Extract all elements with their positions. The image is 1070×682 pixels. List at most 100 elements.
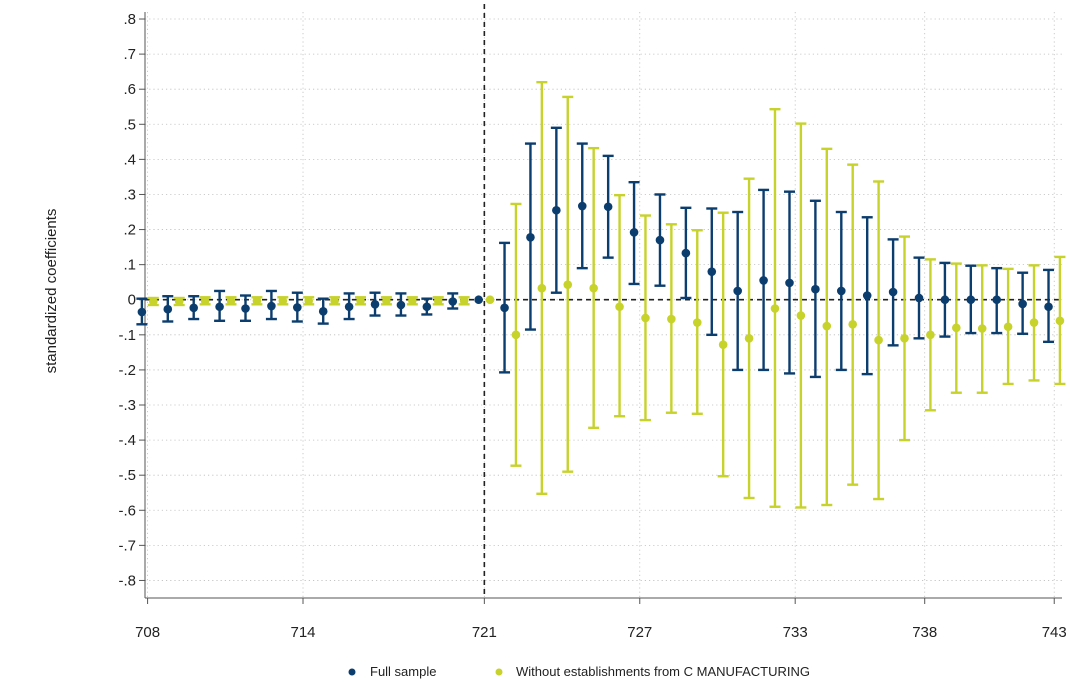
y-tick-label: -.4 (118, 432, 136, 449)
y-tick-label: -.7 (118, 537, 136, 554)
data-point (681, 248, 691, 258)
data-point (330, 296, 339, 306)
y-tick-label: .3 (123, 186, 136, 203)
data-point (278, 296, 288, 306)
y-tick-label: -.1 (118, 327, 136, 344)
data-point (267, 301, 276, 311)
data-point (433, 296, 443, 306)
data-point (500, 303, 509, 313)
data-point (966, 295, 976, 305)
data-point (459, 296, 469, 306)
x-tick-label: 714 (290, 624, 315, 641)
data-point (796, 311, 806, 320)
data-point (770, 304, 780, 313)
data-point (552, 205, 561, 215)
data-point (629, 228, 639, 237)
data-point (511, 330, 521, 340)
data-point (537, 283, 547, 293)
data-point (474, 295, 483, 305)
legend-marker-without-manufacturing (495, 668, 503, 676)
x-tick-label: 721 (472, 624, 497, 641)
data-point (977, 324, 987, 333)
data-point (862, 291, 872, 300)
data-point (422, 302, 432, 312)
data-point (914, 293, 924, 303)
data-point (408, 296, 417, 306)
axes (139, 12, 1062, 604)
data-point (900, 334, 909, 343)
data-point (1003, 322, 1013, 332)
data-point (189, 303, 198, 313)
tick-labels: .8 .7 .6 .5 .4 .3 .2 .1 0 -.1 -.2 -.3 -.4 -.5 -.6 -.7 -.… (118, 11, 1066, 641)
data-point (396, 300, 406, 310)
data-point (744, 334, 754, 343)
y-tick-label: .6 (123, 81, 136, 98)
data-point (733, 286, 742, 296)
legend-marker-full-sample (348, 668, 356, 676)
data-point (667, 314, 676, 324)
data-point (655, 235, 665, 245)
data-point (811, 284, 820, 294)
data-point (718, 340, 728, 349)
legend-label-without-manufacturing: Without establishments from C MANUFACTUR… (516, 664, 810, 679)
y-tick-label: .7 (123, 46, 136, 63)
y-tick-label: 0 (128, 292, 136, 309)
x-tick-label: 708 (135, 624, 160, 641)
data-point (759, 276, 768, 285)
data-point (318, 307, 328, 316)
legend: Full sample Without establishments from … (348, 664, 810, 679)
data-point (148, 297, 158, 306)
y-tick-label: .8 (123, 11, 136, 28)
y-tick-label: -.5 (118, 467, 136, 484)
data-point (785, 278, 794, 288)
series-1 (147, 80, 1066, 509)
data-point (577, 201, 587, 211)
y-tick-label: .1 (123, 257, 136, 274)
data-point (370, 299, 380, 309)
data-point (137, 307, 147, 317)
data-point (641, 313, 650, 323)
data-point (174, 297, 184, 306)
data-point (252, 296, 262, 306)
y-tick-label: .4 (123, 151, 136, 168)
data-point (707, 267, 717, 276)
data-point (992, 295, 1002, 305)
data-point (356, 296, 365, 306)
x-tick-label: 733 (783, 624, 808, 641)
data-point (615, 302, 624, 312)
data-point (836, 286, 846, 296)
data-point (382, 296, 391, 306)
data-point (926, 330, 935, 340)
data-point (692, 318, 702, 327)
data-point (603, 202, 613, 212)
y-tick-label: -.3 (118, 397, 136, 414)
data-point (874, 335, 883, 345)
data-point (293, 303, 302, 312)
data-point (526, 232, 535, 242)
data-point (200, 296, 210, 306)
y-tick-label: -.6 (118, 502, 136, 519)
data-series (136, 80, 1066, 509)
grid-lines (145, 12, 1062, 598)
data-point (888, 287, 898, 297)
reference-lines (145, 4, 1062, 598)
data-point (952, 323, 961, 333)
y-tick-label: .5 (123, 116, 136, 133)
data-point (563, 280, 573, 289)
data-point (1055, 316, 1065, 326)
x-tick-label: 743 (1042, 624, 1067, 641)
data-point (589, 283, 598, 293)
data-point (215, 302, 224, 312)
y-tick-label: -.8 (118, 572, 136, 589)
data-point (822, 321, 832, 331)
x-tick-label: 738 (912, 624, 937, 641)
data-point (1044, 302, 1053, 312)
data-point (241, 304, 250, 313)
data-point (344, 302, 354, 312)
data-point (1029, 318, 1039, 327)
legend-label-full-sample: Full sample (370, 664, 436, 679)
data-point (940, 295, 950, 305)
data-point (163, 304, 173, 314)
data-point (448, 297, 458, 306)
